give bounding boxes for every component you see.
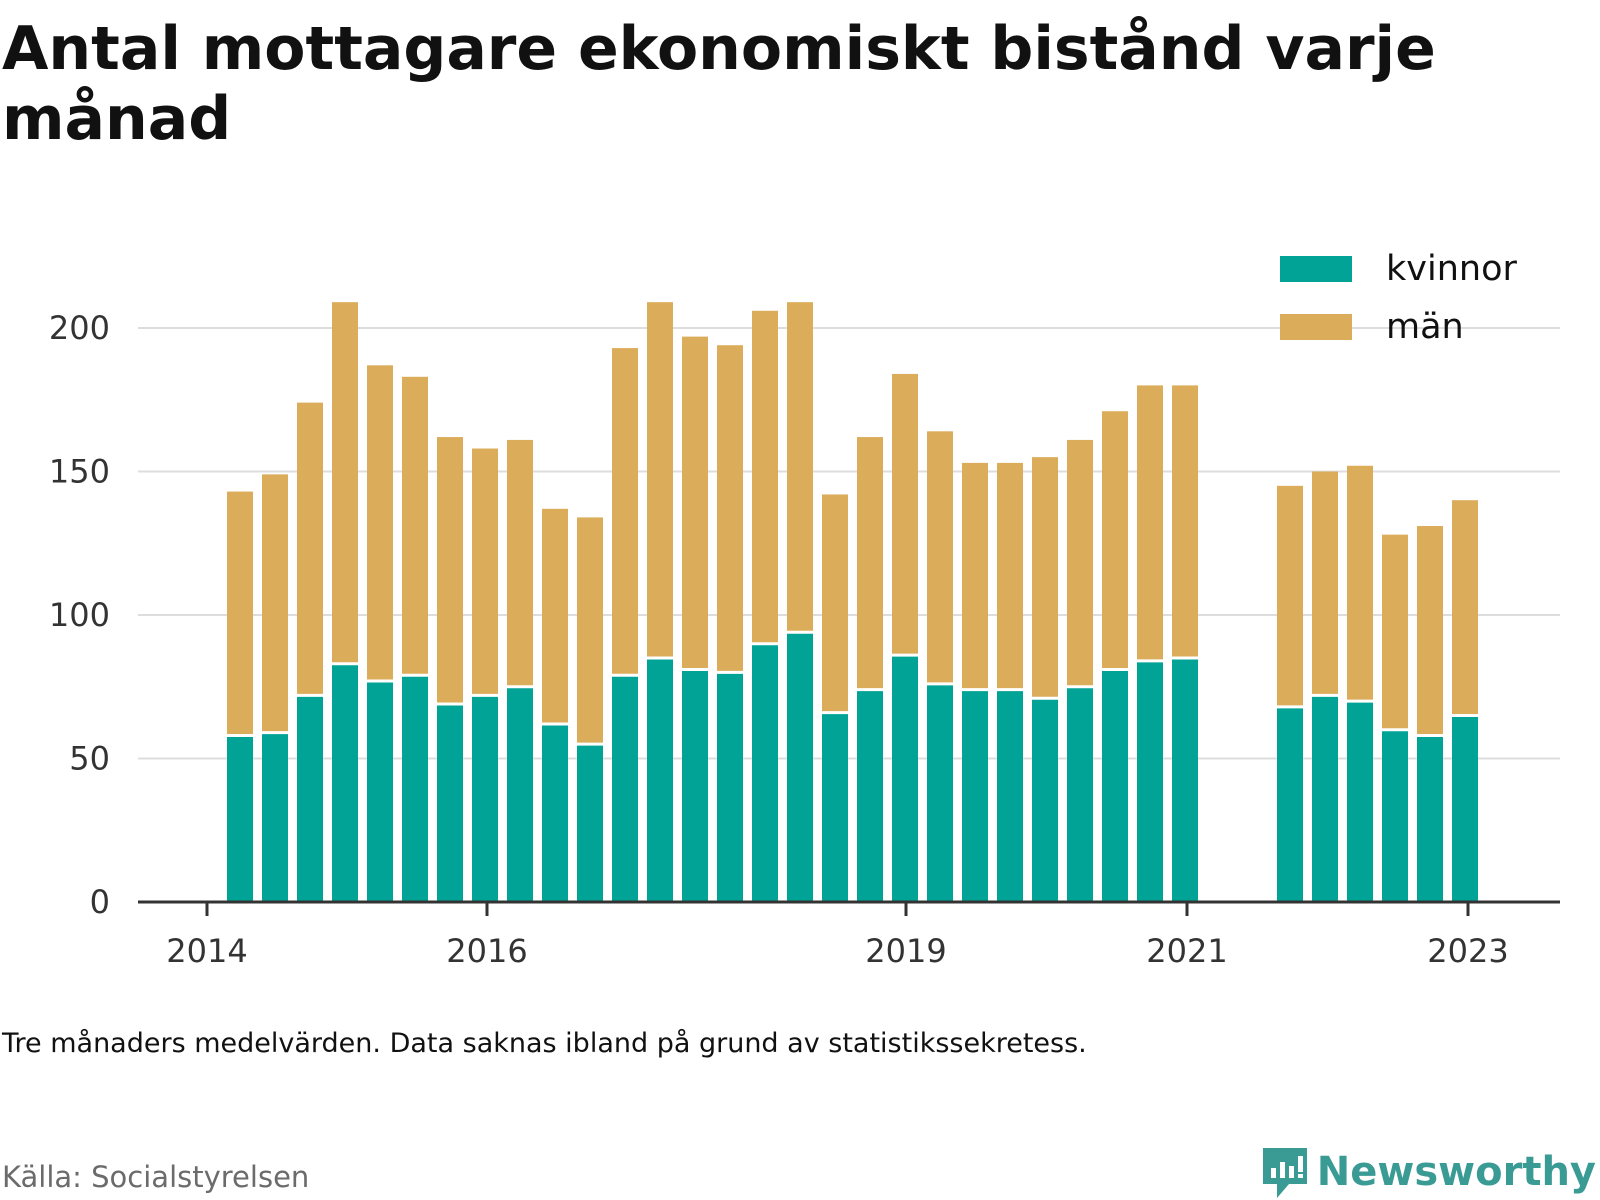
bar-man [717, 345, 743, 673]
legend-label-man: män [1386, 307, 1464, 347]
bar-kvinnor [402, 675, 428, 902]
bar-kvinnor [927, 683, 953, 902]
chart-note: Tre månaders medelvärden. Data saknas ib… [2, 1028, 1087, 1059]
y-tick-labels: 0 50 100 150 200 [49, 309, 110, 921]
source-credit: Källa: Socialstyrelsen [2, 1160, 310, 1194]
bar-man [1102, 411, 1128, 670]
bar-man [1312, 471, 1338, 696]
bar-man [927, 431, 953, 684]
bar-kvinnor [1347, 701, 1373, 902]
bar-kvinnor [1417, 735, 1443, 902]
brand-logo[interactable]: Newsworthy [1259, 1144, 1596, 1200]
bar-man [507, 439, 533, 687]
bar-kvinnor [822, 712, 848, 902]
bars [227, 302, 1478, 902]
bar-man [542, 508, 568, 725]
bar-man [1067, 439, 1093, 687]
bar-man [1452, 500, 1478, 716]
bar-kvinnor [997, 689, 1023, 902]
bar-man [857, 437, 883, 690]
bar-kvinnor [437, 703, 463, 902]
bar-kvinnor [1312, 695, 1338, 902]
bar-man [1347, 465, 1373, 702]
bar-kvinnor [962, 689, 988, 902]
legend-swatch-kvinnor [1280, 256, 1352, 282]
brand-name: Newsworthy [1316, 1149, 1596, 1195]
bar-kvinnor [717, 672, 743, 902]
bar-kvinnor [682, 669, 708, 902]
chart-title: Antal mottagare ekonomiskt bistånd varje… [2, 14, 1436, 154]
y-tick-label: 200 [49, 309, 110, 347]
x-tick-labels: 2014 2016 2019 2021 2023 [166, 932, 1508, 970]
x-tick-label: 2014 [166, 932, 247, 970]
y-tick-label: 50 [69, 740, 110, 778]
bar-man [1277, 485, 1303, 707]
newsworthy-logo-icon [1262, 1148, 1307, 1198]
bar-kvinnor [472, 695, 498, 902]
x-tick-label: 2021 [1146, 932, 1227, 970]
bar-kvinnor [227, 735, 253, 902]
bar-man [892, 373, 918, 656]
legend-item-man[interactable]: män [1280, 298, 1517, 356]
bar-man [787, 302, 813, 633]
bar-kvinnor [507, 686, 533, 902]
legend-item-kvinnor[interactable]: kvinnor [1280, 240, 1517, 298]
bar-kvinnor [1067, 686, 1093, 902]
bar-man [1417, 526, 1443, 736]
bar-man [682, 336, 708, 670]
x-tick-label: 2019 [865, 932, 946, 970]
legend-label-kvinnor: kvinnor [1386, 249, 1517, 289]
bar-kvinnor [262, 732, 288, 902]
bar-kvinnor [297, 695, 323, 902]
bar-man [962, 462, 988, 690]
bar-kvinnor [1137, 660, 1163, 902]
bar-man [1382, 534, 1408, 730]
bar-man [227, 491, 253, 736]
y-tick-label: 100 [49, 596, 110, 634]
bar-kvinnor [332, 663, 358, 902]
bar-kvinnor [857, 689, 883, 902]
x-axis [138, 900, 1560, 916]
bar-man [612, 348, 638, 676]
x-tick-label: 2016 [446, 932, 527, 970]
bar-kvinnor [752, 643, 778, 902]
bar-man [402, 376, 428, 676]
bar-man [822, 494, 848, 713]
bar-man [577, 517, 603, 745]
bar-man [647, 302, 673, 659]
bar-kvinnor [892, 655, 918, 902]
bar-kvinnor [577, 744, 603, 902]
bar-man [297, 402, 323, 696]
bar-kvinnor [1032, 698, 1058, 902]
bar-man [472, 448, 498, 696]
bar-man [332, 302, 358, 664]
bar-kvinnor [542, 724, 568, 902]
bar-man [1172, 385, 1198, 659]
bar-man [367, 365, 393, 682]
bar-man [752, 310, 778, 644]
legend-swatch-man [1280, 314, 1352, 340]
bar-kvinnor [1452, 715, 1478, 902]
bar-man [262, 474, 288, 733]
y-tick-label: 0 [90, 883, 110, 921]
bar-man [1137, 385, 1163, 661]
bar-man [997, 462, 1023, 690]
x-tick-label: 2023 [1427, 932, 1508, 970]
bar-kvinnor [1277, 706, 1303, 902]
bar-kvinnor [1102, 669, 1128, 902]
y-tick-label: 150 [49, 453, 110, 491]
bar-kvinnor [787, 632, 813, 902]
bar-kvinnor [647, 658, 673, 902]
bar-kvinnor [1382, 729, 1408, 902]
bar-kvinnor [612, 675, 638, 902]
chart-svg: 0 50 100 150 200 2014 2016 2019 2021 2023 [49, 302, 1560, 970]
bar-kvinnor [1172, 658, 1198, 902]
bar-man [437, 437, 463, 704]
bar-man [1032, 457, 1058, 699]
legend: kvinnor män [1280, 240, 1517, 356]
bar-kvinnor [367, 681, 393, 902]
